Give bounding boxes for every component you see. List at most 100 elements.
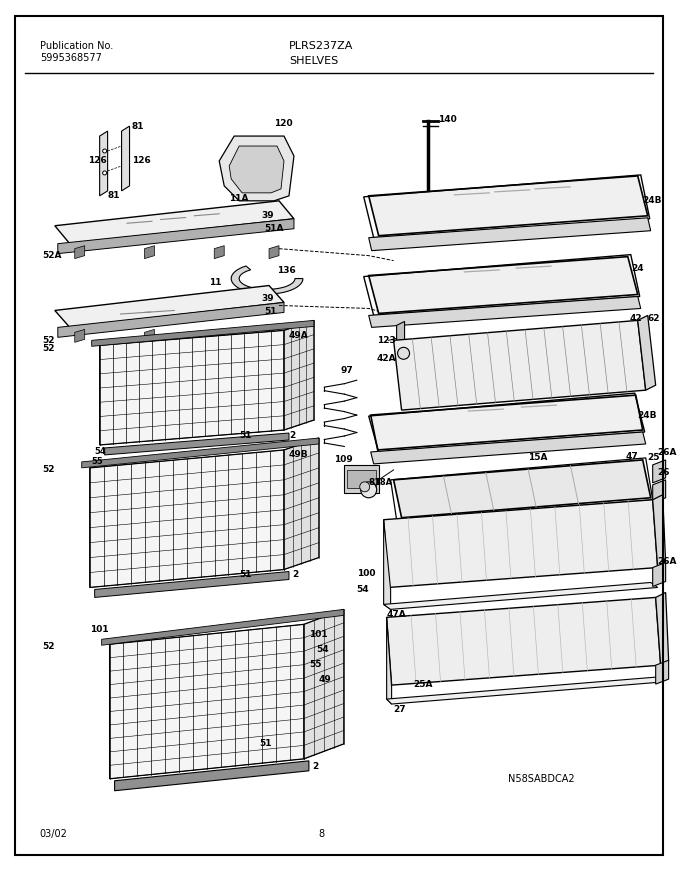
Polygon shape <box>284 321 314 430</box>
Polygon shape <box>387 677 661 704</box>
Text: 25A: 25A <box>413 679 433 689</box>
Polygon shape <box>55 201 294 244</box>
Polygon shape <box>656 660 668 684</box>
Text: 62: 62 <box>648 314 660 323</box>
Text: PLRS237ZA: PLRS237ZA <box>289 42 354 51</box>
Text: 18A: 18A <box>374 478 392 488</box>
Polygon shape <box>387 618 392 704</box>
Text: 39: 39 <box>261 212 274 220</box>
Polygon shape <box>229 146 284 192</box>
Circle shape <box>360 482 370 492</box>
Text: 109: 109 <box>334 456 352 464</box>
Polygon shape <box>144 329 154 342</box>
Text: 81: 81 <box>107 192 120 200</box>
Polygon shape <box>396 321 405 359</box>
Text: 126: 126 <box>131 157 150 165</box>
Text: 2: 2 <box>312 762 318 772</box>
Text: 136: 136 <box>277 266 296 275</box>
Text: 11A: 11A <box>229 194 249 203</box>
Polygon shape <box>638 315 656 390</box>
Polygon shape <box>214 329 224 342</box>
Text: SHELVES: SHELVES <box>289 57 338 66</box>
Text: 123: 123 <box>377 336 395 345</box>
Text: 52: 52 <box>42 344 54 353</box>
Polygon shape <box>384 520 390 610</box>
Text: 24B: 24B <box>643 196 662 206</box>
Text: 49A: 49A <box>289 331 309 340</box>
Text: 52: 52 <box>42 642 54 651</box>
Polygon shape <box>653 480 666 503</box>
Polygon shape <box>105 433 289 455</box>
Text: 26A: 26A <box>658 557 677 566</box>
Text: 49B: 49B <box>289 450 309 459</box>
Text: 2: 2 <box>289 430 295 440</box>
Text: 81: 81 <box>369 478 381 488</box>
Text: 27: 27 <box>394 705 406 713</box>
Text: 97: 97 <box>341 366 354 375</box>
Text: 126: 126 <box>88 157 107 165</box>
Text: 101: 101 <box>309 630 328 638</box>
Polygon shape <box>269 246 279 259</box>
Polygon shape <box>653 563 666 586</box>
Text: 51: 51 <box>239 430 252 440</box>
Polygon shape <box>144 246 154 259</box>
Text: 42: 42 <box>630 314 643 323</box>
Text: 140: 140 <box>439 115 457 124</box>
Text: 55: 55 <box>309 659 322 669</box>
Polygon shape <box>109 625 304 779</box>
Polygon shape <box>100 330 284 445</box>
Text: 54: 54 <box>357 585 369 594</box>
Polygon shape <box>369 257 638 314</box>
Text: N58SABDCA2: N58SABDCA2 <box>508 773 575 784</box>
Text: 120: 120 <box>274 118 292 128</box>
Text: 24B: 24B <box>638 410 658 420</box>
Text: 55: 55 <box>92 457 103 466</box>
Circle shape <box>398 348 409 359</box>
Text: 25: 25 <box>648 454 660 463</box>
Text: 42A: 42A <box>377 354 396 363</box>
Text: 26A: 26A <box>658 449 677 457</box>
Circle shape <box>360 482 377 498</box>
Text: 100: 100 <box>357 569 375 578</box>
Text: 51A: 51A <box>264 224 284 233</box>
Polygon shape <box>384 583 658 610</box>
Text: Publication No.: Publication No. <box>40 42 113 51</box>
Text: 03/02: 03/02 <box>40 828 68 839</box>
Polygon shape <box>347 469 375 488</box>
Text: 11: 11 <box>209 278 222 287</box>
Text: 8: 8 <box>319 828 325 839</box>
Text: 47: 47 <box>626 452 639 462</box>
Polygon shape <box>122 126 130 191</box>
Polygon shape <box>394 460 651 517</box>
Polygon shape <box>371 432 646 464</box>
Text: 101: 101 <box>90 625 108 634</box>
Circle shape <box>103 171 107 175</box>
Polygon shape <box>344 465 379 493</box>
Text: 54: 54 <box>316 645 328 654</box>
Text: 24: 24 <box>631 264 643 273</box>
Polygon shape <box>264 329 274 342</box>
Polygon shape <box>100 131 107 196</box>
Text: 5995368577: 5995368577 <box>40 53 102 64</box>
Text: 52: 52 <box>42 336 54 345</box>
Polygon shape <box>101 610 344 645</box>
Text: 52: 52 <box>42 465 54 475</box>
Text: 26: 26 <box>658 469 670 477</box>
Polygon shape <box>90 450 284 587</box>
Polygon shape <box>387 598 661 685</box>
Polygon shape <box>231 266 303 294</box>
Polygon shape <box>214 246 224 259</box>
Text: 39: 39 <box>261 294 274 303</box>
Polygon shape <box>369 176 648 236</box>
Polygon shape <box>369 296 641 327</box>
Polygon shape <box>369 218 651 251</box>
Polygon shape <box>394 321 646 410</box>
Polygon shape <box>653 460 666 483</box>
Circle shape <box>103 149 107 153</box>
Text: 81: 81 <box>131 122 144 131</box>
Text: 51: 51 <box>259 739 271 748</box>
Polygon shape <box>384 500 658 587</box>
Text: 54: 54 <box>95 448 106 456</box>
Text: 15A: 15A <box>528 454 547 463</box>
Text: 47A: 47A <box>387 610 407 619</box>
